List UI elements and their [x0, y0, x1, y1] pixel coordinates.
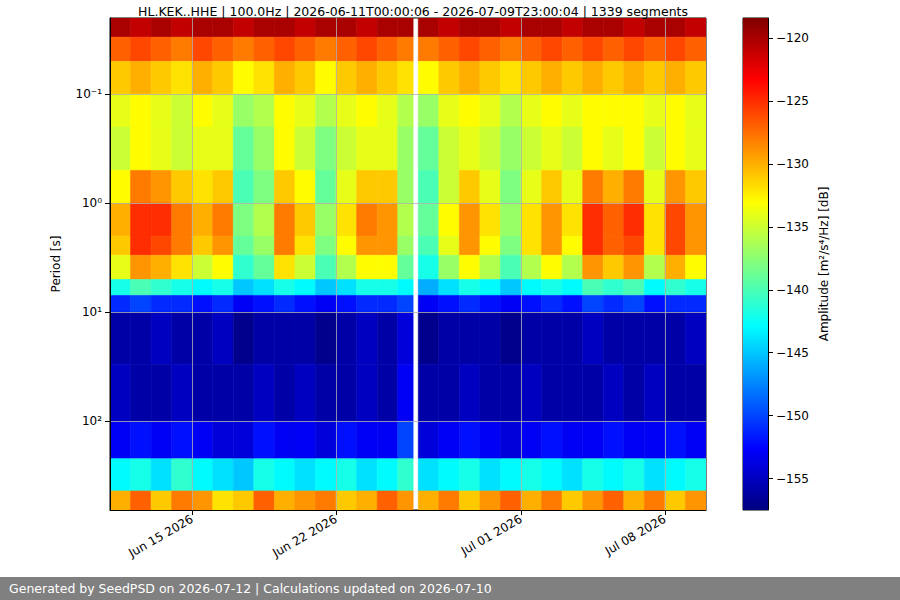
svg-text:−120: −120: [776, 31, 809, 45]
svg-text:Jul 01 2026: Jul 01 2026: [458, 512, 525, 559]
svg-text:Generated by SeedPSD on 2026-0: Generated by SeedPSD on 2026-07-12 | Cal…: [9, 581, 492, 596]
svg-text:−155: −155: [776, 472, 809, 486]
svg-text:−150: −150: [776, 409, 809, 423]
svg-text:10¹: 10¹: [82, 305, 102, 319]
svg-text:Period [s]: Period [s]: [49, 236, 63, 293]
svg-text:Amplitude [m²/s⁴/Hz] [dB]: Amplitude [m²/s⁴/Hz] [dB]: [817, 187, 831, 342]
svg-text:Jun 22 2026: Jun 22 2026: [269, 512, 339, 561]
svg-text:−135: −135: [776, 220, 809, 234]
svg-text:10⁻¹: 10⁻¹: [76, 87, 103, 101]
svg-text:10⁰: 10⁰: [82, 196, 102, 210]
svg-text:HL.KEK..HHE | 100.0Hz | 2026-0: HL.KEK..HHE | 100.0Hz | 2026-06-11T00:00…: [138, 4, 688, 19]
svg-text:−140: −140: [776, 283, 809, 297]
svg-text:10²: 10²: [82, 414, 102, 428]
svg-text:−145: −145: [776, 346, 809, 360]
svg-text:Jun 15 2026: Jun 15 2026: [125, 512, 195, 561]
svg-text:−130: −130: [776, 157, 809, 171]
svg-text:−125: −125: [776, 94, 809, 108]
svg-text:Jul 08 2026: Jul 08 2026: [602, 512, 669, 559]
